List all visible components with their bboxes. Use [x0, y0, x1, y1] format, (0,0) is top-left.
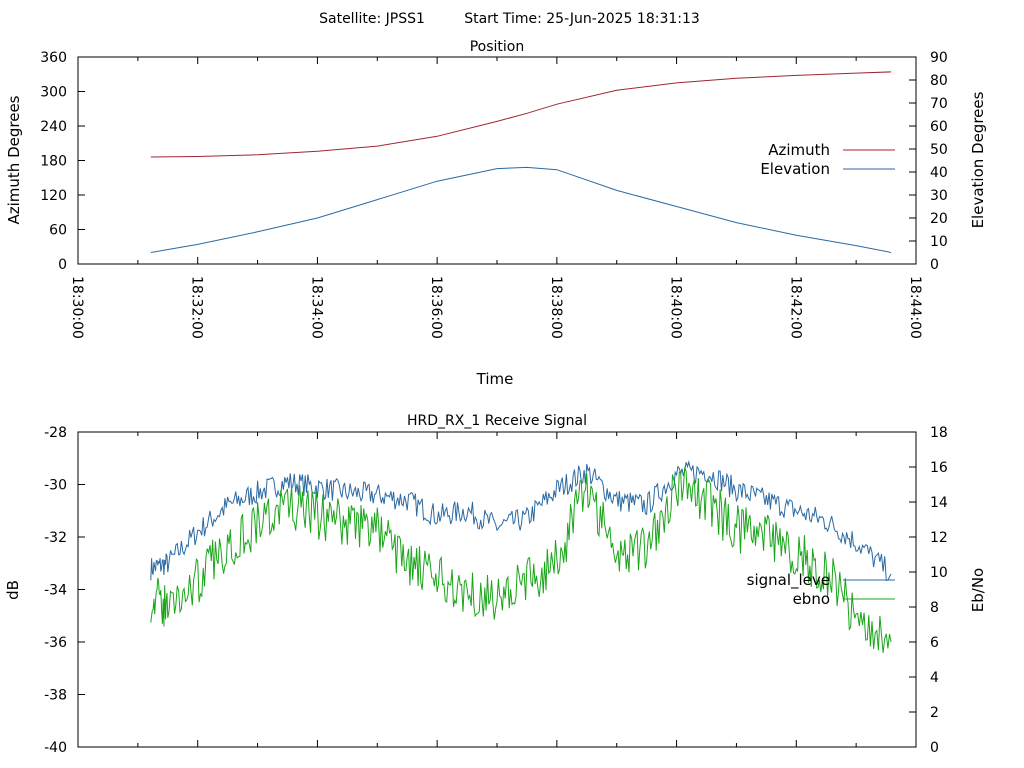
y-tick-label: -32	[44, 530, 67, 546]
y2-tick-label: 20	[930, 211, 948, 227]
y-tick-label: 240	[40, 119, 67, 135]
y2-tick-label: 2	[930, 705, 939, 721]
receive-signal-chart: HRD_RX_1 Receive Signal -40-38-36-34-32-…	[4, 413, 987, 756]
y2-tick-label: 90	[930, 50, 948, 66]
start-time-label: Start Time: 25-Jun-2025 18:31:13	[464, 11, 700, 27]
y-tick-label: 0	[58, 257, 67, 273]
plot-frame	[77, 431, 917, 748]
y2-axis-title: Eb/No	[969, 568, 987, 612]
y-tick-label: 360	[40, 50, 67, 66]
y-axis-title: Azimuth Degrees	[5, 95, 23, 224]
tick-group: 0 60 120 180 240 300 360 0 10 20 30 40 50 60 70 80 90 18:…	[40, 50, 948, 339]
y2-tick-label: 8	[930, 600, 939, 616]
y-tick-label: -38	[44, 688, 67, 704]
x-tick-label: 18:44:00	[907, 276, 923, 339]
y-tick-label: 180	[40, 154, 67, 170]
legend-label: signal_leve	[747, 571, 830, 590]
x-tick-label: 18:34:00	[308, 276, 324, 339]
y-tick-label: -40	[44, 740, 67, 756]
y2-tick-label: 50	[930, 142, 948, 158]
y2-tick-label: 0	[930, 740, 939, 756]
chart-title: Position	[470, 39, 525, 55]
y2-tick-label: 40	[930, 165, 948, 181]
y2-tick-label: 0	[930, 257, 939, 273]
y2-tick-label: 60	[930, 119, 948, 135]
y2-axis-title: Elevation Degrees	[969, 91, 987, 228]
legend-label: Azimuth	[768, 141, 830, 159]
series-line-Azimuth	[150, 71, 892, 158]
y-tick-label: -30	[44, 478, 67, 494]
satellite-label: Satellite: JPSS1	[319, 11, 425, 27]
y2-tick-label: 14	[930, 495, 948, 511]
x-tick-label: 18:38:00	[548, 276, 564, 339]
y2-tick-label: 80	[930, 73, 948, 89]
chart-title: HRD_RX_1 Receive Signal	[407, 413, 587, 429]
x-axis-title: Time	[476, 370, 514, 388]
y-tick-label: 120	[40, 188, 67, 204]
tick-group: -40 -38 -36 -34 -32 -30 -28 0 2 4 6 8 10 12 14 16 18	[44, 425, 948, 756]
y-tick-label: -28	[44, 425, 67, 441]
y-tick-label: 60	[49, 223, 67, 239]
y2-tick-label: 30	[930, 188, 948, 204]
x-tick-label: 18:40:00	[668, 276, 684, 339]
y-tick-label: 300	[40, 85, 67, 101]
y-tick-label: -34	[44, 583, 67, 599]
series-line-Elevation	[150, 166, 892, 253]
series-group	[150, 460, 892, 653]
y-axis-title: dB	[4, 580, 22, 600]
y2-tick-label: 18	[930, 425, 948, 441]
x-tick-label: 18:30:00	[69, 276, 85, 339]
series-line-ebno	[150, 467, 892, 653]
legend-label: Elevation	[760, 160, 830, 178]
y2-tick-label: 10	[930, 234, 948, 250]
y2-tick-label: 6	[930, 635, 939, 651]
y2-tick-label: 16	[930, 460, 948, 476]
y2-tick-label: 4	[930, 670, 939, 686]
y2-tick-label: 12	[930, 530, 948, 546]
x-tick-label: 18:42:00	[787, 276, 803, 339]
position-chart: Position 0 60 120 180 240 300 360 0 10 20 30 40 50 60…	[5, 39, 987, 388]
legend-label: ebno	[793, 590, 830, 608]
series-group	[150, 71, 892, 253]
x-tick-label: 18:36:00	[428, 276, 444, 339]
y2-tick-label: 10	[930, 565, 948, 581]
y-tick-label: -36	[44, 635, 67, 651]
x-tick-label: 18:32:00	[189, 276, 205, 339]
series-line-signal_level	[150, 460, 892, 581]
y2-tick-label: 70	[930, 96, 948, 112]
